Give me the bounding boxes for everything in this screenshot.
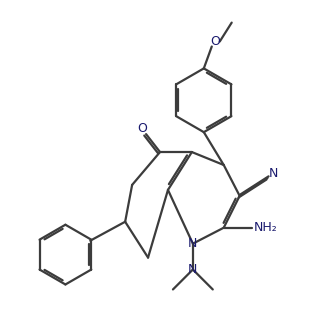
Text: N: N: [188, 237, 198, 250]
Text: O: O: [210, 35, 220, 48]
Text: NH₂: NH₂: [254, 221, 278, 234]
Text: O: O: [137, 122, 147, 135]
Text: N: N: [188, 263, 198, 276]
Text: N: N: [269, 168, 278, 181]
